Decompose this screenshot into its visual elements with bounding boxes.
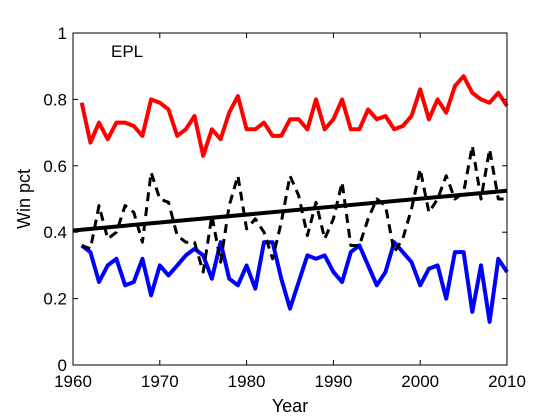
x-tick-label: 2000 <box>401 372 439 391</box>
x-tick-label: 1980 <box>228 372 266 391</box>
x-tick-label: 1970 <box>141 372 179 391</box>
y-tick-label: 0.8 <box>43 90 67 109</box>
y-tick-label: 1 <box>58 24 67 43</box>
y-tick-label: 0.6 <box>43 157 67 176</box>
series-line-blue <box>80 240 509 324</box>
x-axis-title: Year <box>272 396 308 416</box>
y-tick-label: 0.4 <box>43 223 67 242</box>
x-tick-label: 1960 <box>54 372 92 391</box>
series-line-dashed-black <box>81 144 507 274</box>
trend-line-black <box>72 188 508 233</box>
plot-background <box>73 33 507 365</box>
y-tick-label: 0.2 <box>43 290 67 309</box>
y-axis-title: Win pct <box>14 169 34 229</box>
series-line-red <box>79 74 509 158</box>
x-tick-label: 2010 <box>488 372 526 391</box>
chart-annotation: EPL <box>111 42 143 61</box>
x-tick-label: 1990 <box>314 372 352 391</box>
y-tick-label: 0 <box>58 356 67 375</box>
series-layer <box>72 74 509 324</box>
ticks-layer: 1960 1970 1980 1990 2000 2010 0 0.2 0.4 0.6 0.8 1 <box>43 24 526 391</box>
plot-frame <box>72 32 508 366</box>
